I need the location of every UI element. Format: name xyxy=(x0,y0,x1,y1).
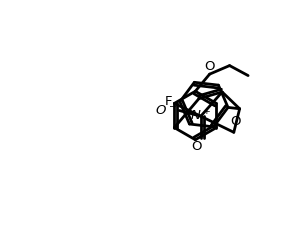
Text: O: O xyxy=(204,60,215,73)
Text: O: O xyxy=(191,140,202,153)
Text: O: O xyxy=(230,115,240,128)
Text: F: F xyxy=(165,95,173,108)
Text: $N^+$: $N^+$ xyxy=(190,109,211,124)
Text: $O^-$: $O^-$ xyxy=(155,104,177,117)
